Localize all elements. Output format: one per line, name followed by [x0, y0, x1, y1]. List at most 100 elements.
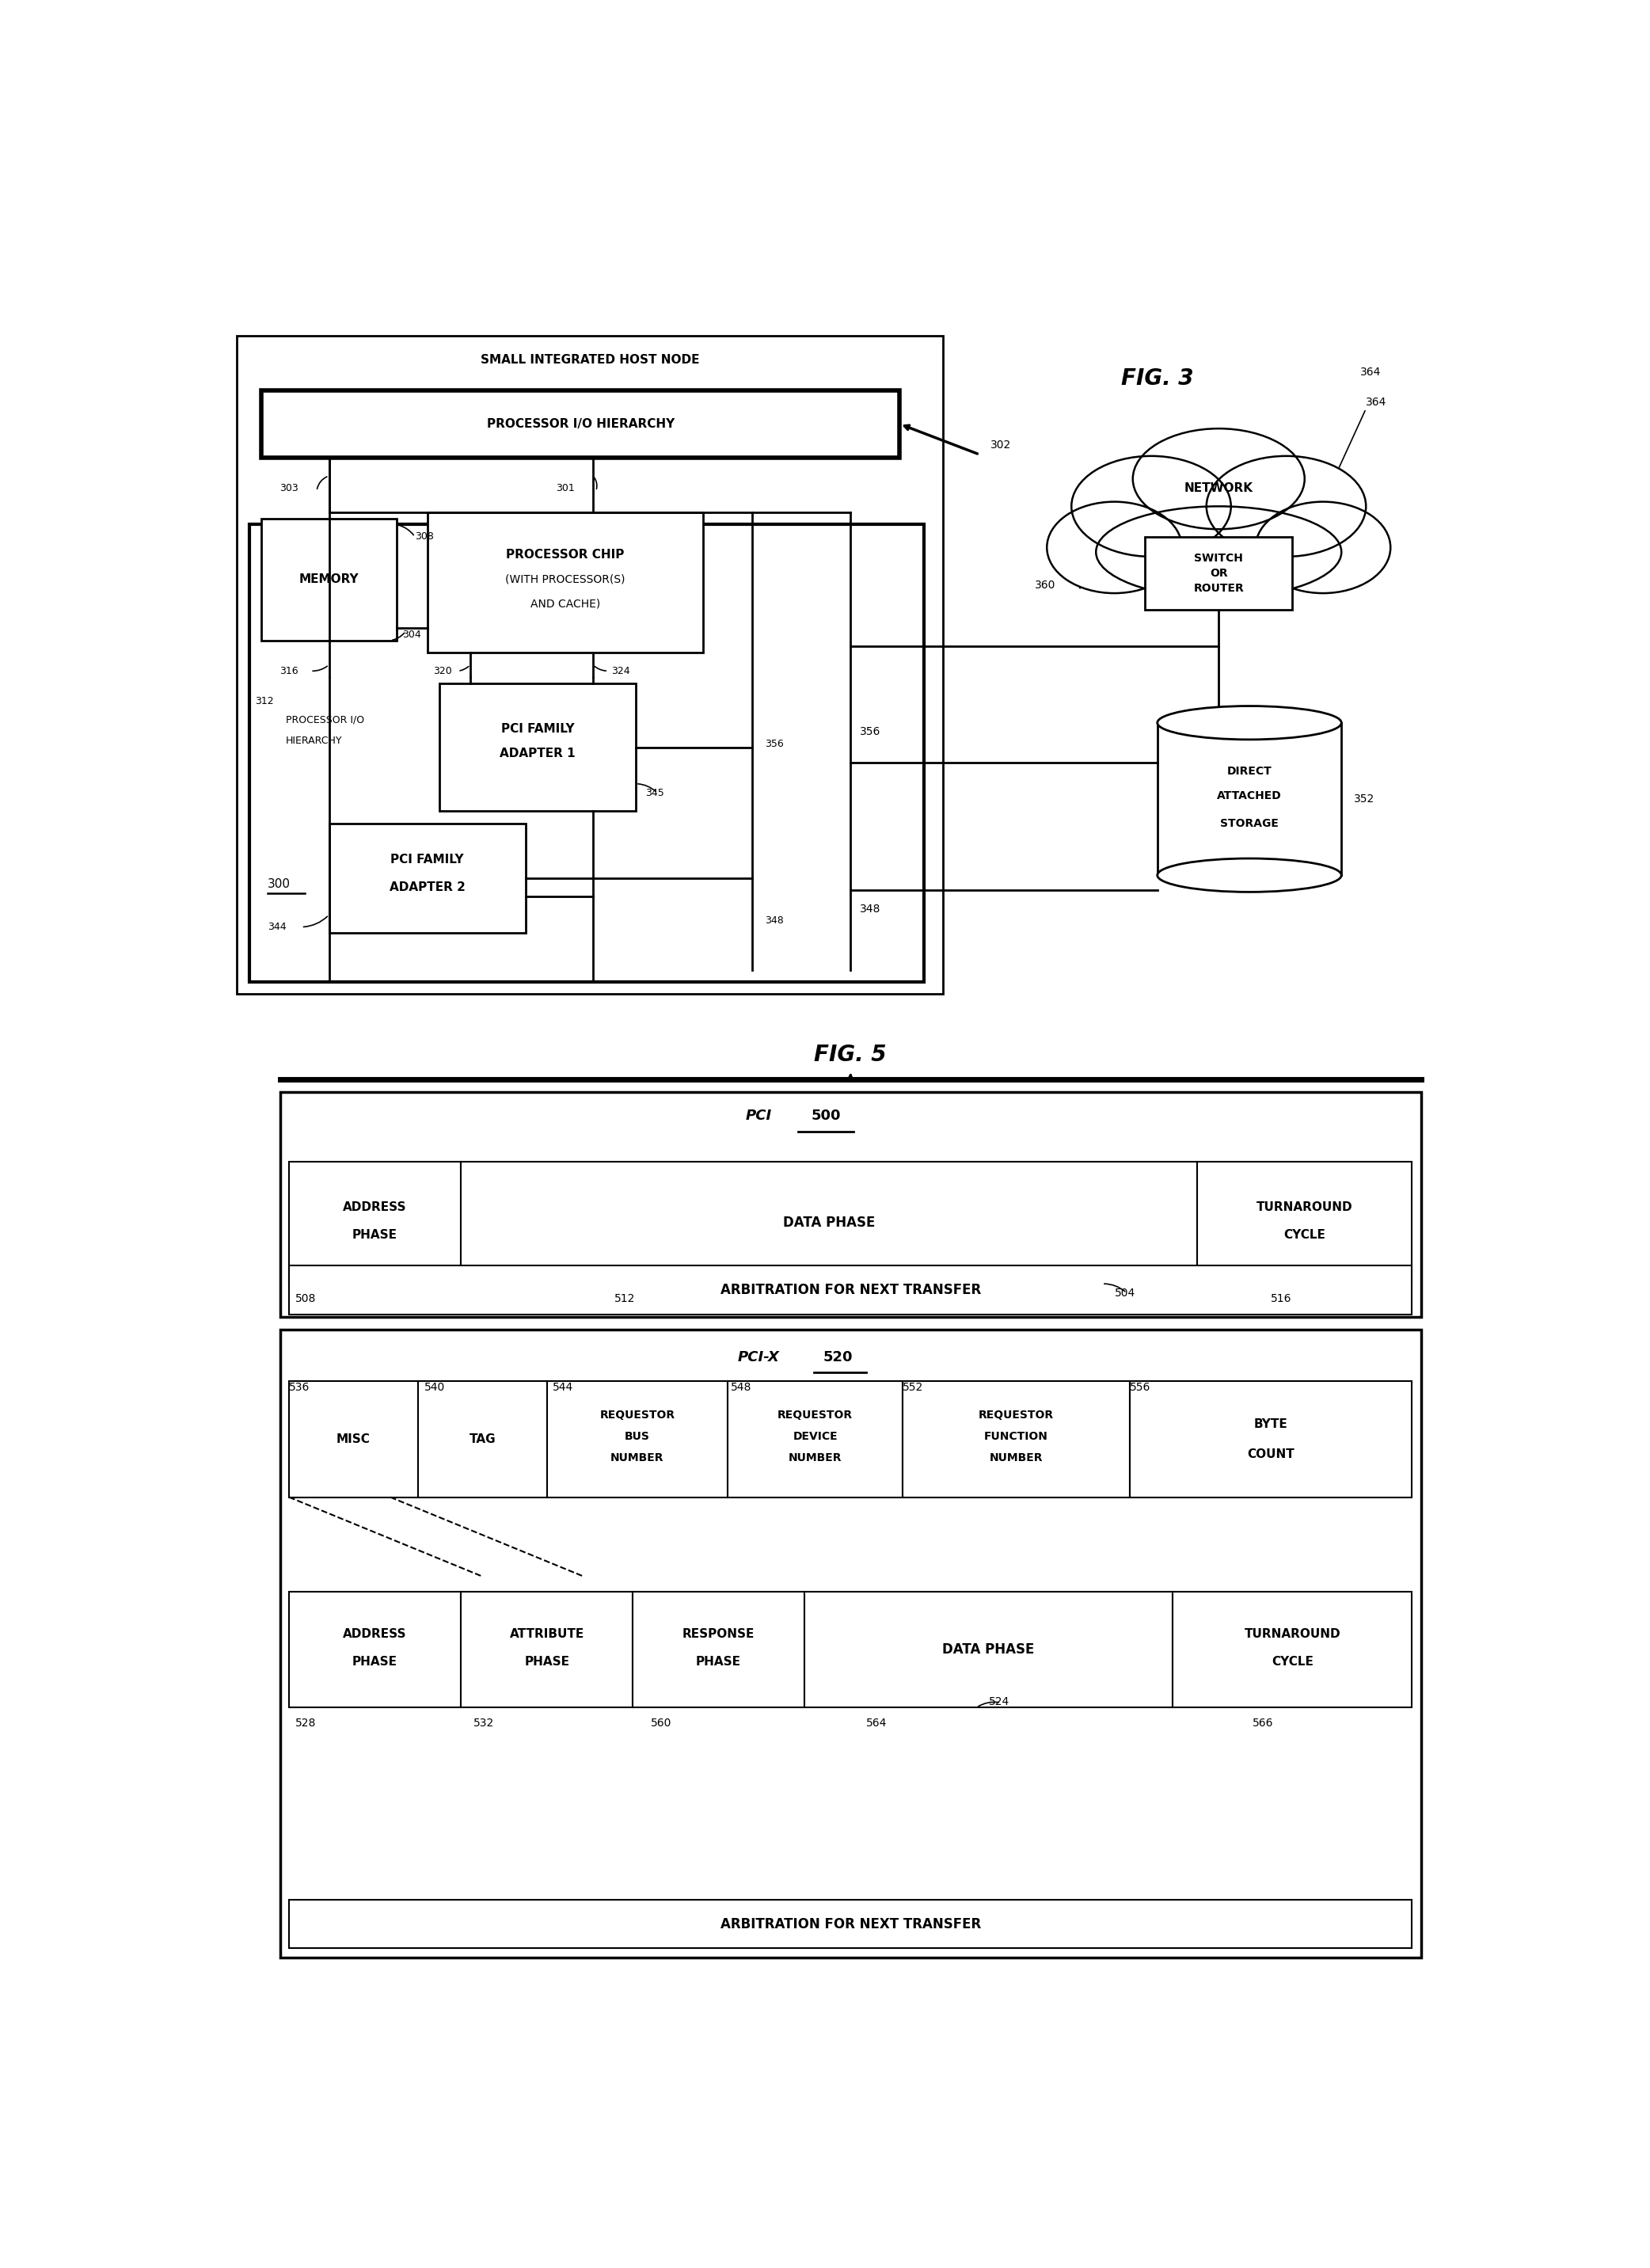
Bar: [1130, 1381, 1412, 1497]
Text: 352: 352: [1353, 794, 1374, 805]
Text: 345: 345: [645, 787, 663, 798]
Text: ROUTER: ROUTER: [1193, 583, 1244, 594]
Text: FUNCTION: FUNCTION: [983, 1431, 1048, 1442]
Text: COUNT: COUNT: [1247, 1449, 1295, 1461]
Ellipse shape: [1046, 501, 1181, 594]
Bar: [261, 519, 396, 640]
Bar: [805, 1592, 1173, 1708]
Text: 508: 508: [295, 1293, 317, 1304]
Text: PHASE: PHASE: [696, 1656, 741, 1667]
Text: REQUESTOR: REQUESTOR: [978, 1408, 1054, 1420]
Text: ADDRESS: ADDRESS: [343, 1628, 408, 1640]
Text: PCI FAMILY: PCI FAMILY: [502, 723, 574, 735]
Ellipse shape: [1157, 860, 1341, 891]
Text: DEVICE: DEVICE: [794, 1431, 838, 1442]
Bar: [417, 1381, 546, 1497]
Text: NUMBER: NUMBER: [789, 1452, 841, 1463]
Bar: [728, 1381, 903, 1497]
Text: ARBITRATION FOR NEXT TRANSFER: ARBITRATION FOR NEXT TRANSFER: [719, 1284, 980, 1297]
Text: SWITCH: SWITCH: [1195, 553, 1242, 565]
Bar: [1145, 538, 1292, 610]
Text: 528: 528: [295, 1717, 317, 1728]
Bar: [439, 683, 635, 812]
Ellipse shape: [1134, 429, 1305, 528]
Text: 302: 302: [990, 440, 1011, 451]
Text: 516: 516: [1270, 1293, 1292, 1304]
Text: 566: 566: [1252, 1717, 1274, 1728]
Text: 524: 524: [988, 1696, 1010, 1708]
Text: STORAGE: STORAGE: [1219, 819, 1279, 828]
Text: 301: 301: [556, 483, 574, 492]
Text: NUMBER: NUMBER: [990, 1452, 1043, 1463]
Text: FIG. 5: FIG. 5: [815, 1043, 886, 1066]
Text: TURNAROUND: TURNAROUND: [1256, 1202, 1353, 1213]
Text: 356: 356: [764, 739, 784, 748]
Text: 552: 552: [903, 1381, 924, 1393]
Text: 512: 512: [614, 1293, 635, 1304]
Bar: [289, 1161, 460, 1284]
Text: PROCESSOR I/O: PROCESSOR I/O: [285, 714, 365, 726]
Text: 316: 316: [279, 667, 299, 676]
Text: BYTE: BYTE: [1254, 1418, 1287, 1429]
Text: REQUESTOR: REQUESTOR: [777, 1408, 853, 1420]
Ellipse shape: [1206, 456, 1366, 556]
Text: TURNAROUND: TURNAROUND: [1244, 1628, 1340, 1640]
Bar: [1198, 1161, 1412, 1284]
Text: ATTRIBUTE: ATTRIBUTE: [510, 1628, 584, 1640]
Text: 360: 360: [1035, 581, 1056, 592]
Bar: [289, 1592, 460, 1708]
Text: DIRECT: DIRECT: [1228, 767, 1272, 778]
Text: CYCLE: CYCLE: [1284, 1229, 1325, 1241]
Text: MEMORY: MEMORY: [299, 574, 360, 585]
Text: 560: 560: [652, 1717, 672, 1728]
Text: PCI: PCI: [746, 1109, 772, 1123]
Text: REQUESTOR: REQUESTOR: [599, 1408, 675, 1420]
Text: 556: 556: [1130, 1381, 1150, 1393]
Text: SMALL INTEGRATED HOST NODE: SMALL INTEGRATED HOST NODE: [480, 354, 700, 365]
Text: 520: 520: [823, 1349, 853, 1363]
Bar: [427, 513, 703, 653]
Bar: [289, 1901, 1412, 1948]
Text: 364: 364: [1366, 397, 1388, 408]
Text: 544: 544: [553, 1381, 574, 1393]
Text: PHASE: PHASE: [525, 1656, 569, 1667]
Text: ADDRESS: ADDRESS: [343, 1202, 408, 1213]
Text: PCI-X: PCI-X: [738, 1349, 779, 1363]
Text: OR: OR: [1209, 567, 1228, 578]
Text: 304: 304: [403, 628, 421, 640]
Text: DATA PHASE: DATA PHASE: [784, 1216, 874, 1229]
Text: PHASE: PHASE: [353, 1229, 398, 1241]
Text: 324: 324: [610, 667, 630, 676]
Text: RESPONSE: RESPONSE: [683, 1628, 754, 1640]
Text: 504: 504: [1114, 1288, 1135, 1300]
Text: 532: 532: [474, 1717, 493, 1728]
Bar: [460, 1592, 632, 1708]
Text: 364: 364: [1360, 367, 1381, 379]
Bar: [460, 1161, 1198, 1284]
Text: 303: 303: [280, 483, 299, 492]
Text: FIG. 3: FIG. 3: [1120, 367, 1193, 390]
Text: PCI FAMILY: PCI FAMILY: [391, 855, 464, 866]
Bar: [1173, 1592, 1412, 1708]
Ellipse shape: [1096, 506, 1341, 599]
Text: (WITH PROCESSOR(S): (WITH PROCESSOR(S): [505, 574, 625, 585]
Bar: [289, 1381, 417, 1497]
Text: ADAPTER 1: ADAPTER 1: [500, 748, 576, 760]
Bar: [289, 1266, 1412, 1313]
Text: TAG: TAG: [469, 1433, 495, 1445]
Text: NETWORK: NETWORK: [1185, 483, 1252, 494]
Text: 356: 356: [860, 726, 881, 737]
Text: NUMBER: NUMBER: [610, 1452, 663, 1463]
Bar: [328, 823, 525, 932]
Text: CYCLE: CYCLE: [1272, 1656, 1313, 1667]
Text: DATA PHASE: DATA PHASE: [942, 1642, 1035, 1656]
Text: PROCESSOR CHIP: PROCESSOR CHIP: [507, 549, 624, 560]
Bar: [546, 1381, 728, 1497]
Text: 540: 540: [424, 1381, 445, 1393]
Text: 536: 536: [289, 1381, 310, 1393]
Text: BUS: BUS: [625, 1431, 650, 1442]
Bar: [238, 336, 942, 993]
Text: MISC: MISC: [337, 1433, 371, 1445]
Text: 548: 548: [731, 1381, 752, 1393]
Ellipse shape: [1157, 705, 1341, 739]
